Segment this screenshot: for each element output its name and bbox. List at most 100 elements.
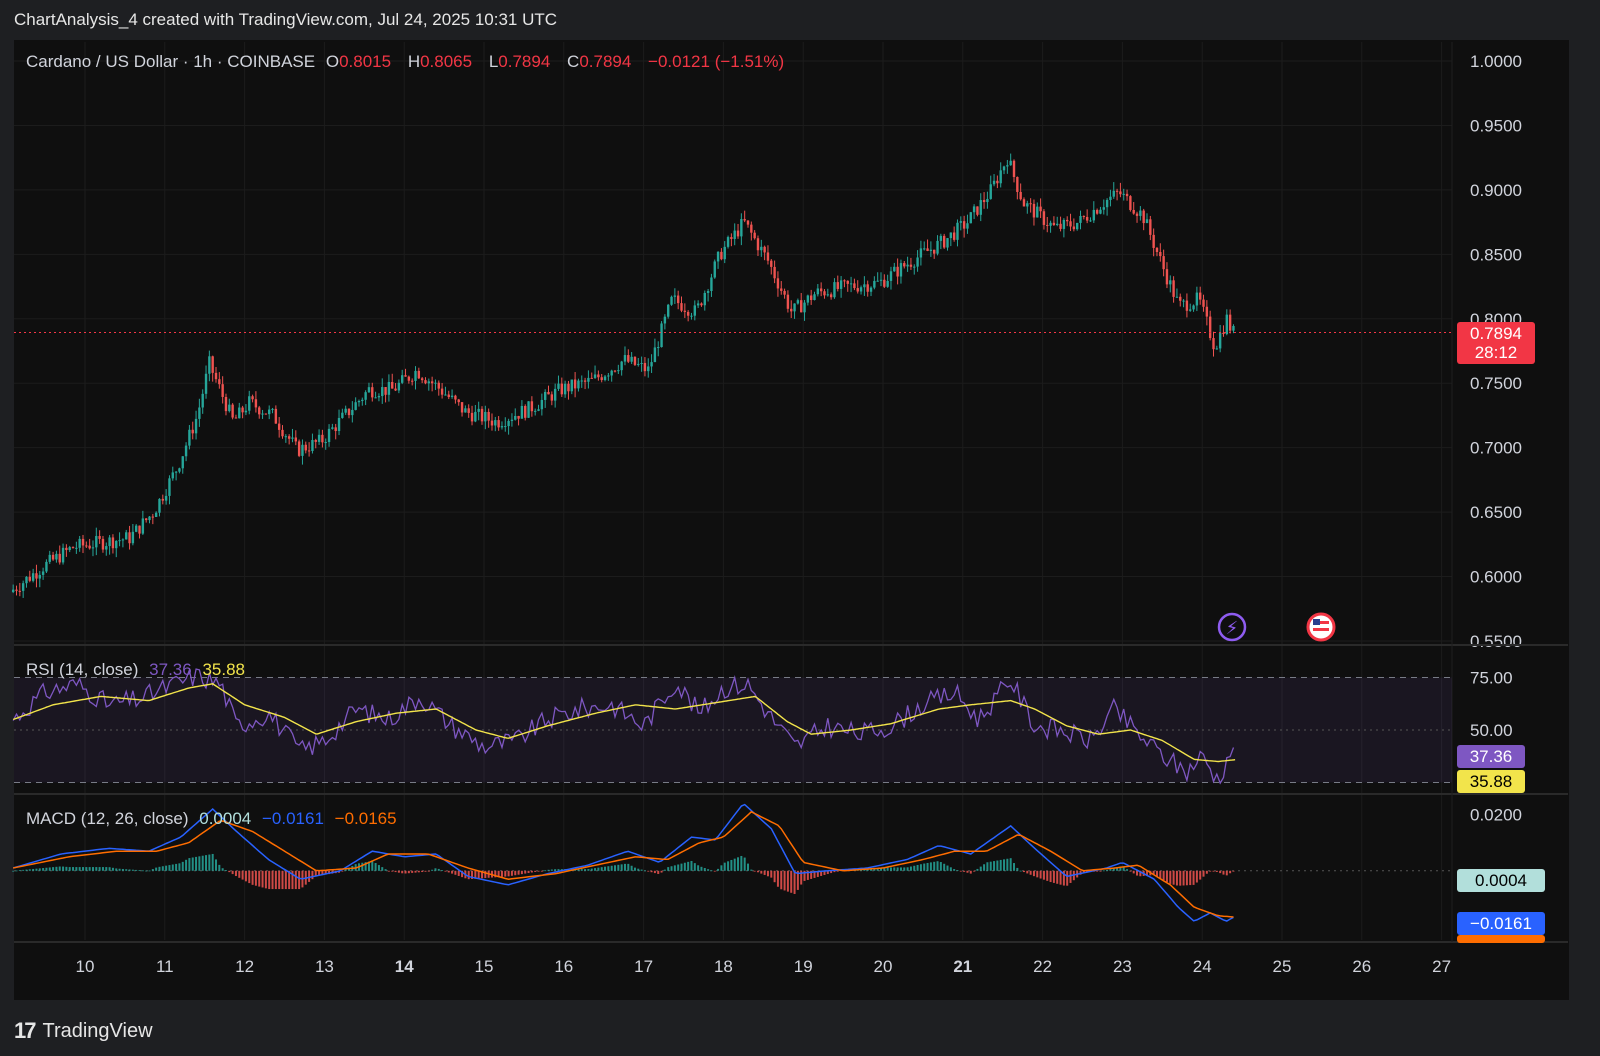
macd-histogram-bar <box>973 870 976 872</box>
macd-histogram-bar <box>1046 870 1049 881</box>
candle-body <box>517 415 520 419</box>
candle-body <box>550 394 554 401</box>
macd-histogram-bar <box>138 870 141 871</box>
macd-histogram-bar <box>647 870 650 872</box>
candle-body <box>580 380 583 382</box>
candle-body <box>676 295 680 304</box>
macd-histogram-bar <box>68 867 71 871</box>
macd-histogram-bar <box>1022 870 1025 873</box>
macd-histogram-bar <box>633 867 636 871</box>
attribution-text: ChartAnalysis_4 created with TradingView… <box>14 10 558 29</box>
price-axis-tick: 0.6500 <box>1470 503 1522 522</box>
macd-line-value: −0.0161 <box>261 809 324 828</box>
macd-label[interactable]: MACD (12, 26, close) <box>26 809 189 828</box>
lightning-event-icon <box>1217 612 1247 642</box>
macd-histogram-bar <box>374 863 377 871</box>
candle-body <box>234 417 238 419</box>
candle-body <box>633 356 637 365</box>
rsi-label[interactable]: RSI (14, close) <box>26 660 139 679</box>
candle-body <box>1012 160 1016 177</box>
candle-body <box>414 370 417 381</box>
candle-body <box>317 434 321 442</box>
macd-histogram-bar <box>95 867 98 871</box>
candle-body <box>949 232 953 239</box>
macd-histogram-bar <box>594 868 597 871</box>
macd-histogram-bar <box>1172 870 1175 885</box>
macd-histogram-bar <box>1202 870 1205 877</box>
macd-histogram-bar <box>145 870 148 872</box>
candle-body <box>254 399 258 408</box>
macd-histogram-bar <box>929 862 932 871</box>
candle-body <box>853 283 856 289</box>
candle-body <box>1039 206 1042 212</box>
candle-body <box>966 223 969 229</box>
rsi-badge: 37.36 <box>1457 745 1525 768</box>
candle-body <box>1042 211 1046 225</box>
macd-histogram-bar <box>484 870 487 879</box>
candle-body <box>1102 207 1105 210</box>
candle-body <box>244 410 248 413</box>
time-axis-tick: 22 <box>1033 957 1052 976</box>
candle-body <box>1175 296 1179 298</box>
macd-histogram-bar <box>115 868 118 871</box>
macd-histogram-bar <box>1192 870 1195 885</box>
price-axis-tick: 0.9500 <box>1470 116 1522 135</box>
candle-body <box>976 206 979 215</box>
candle-body <box>623 355 627 362</box>
macd-histogram-bar <box>158 866 161 871</box>
candle-body <box>1182 300 1185 302</box>
candle-body <box>334 427 337 432</box>
macd-histogram-bar <box>274 870 277 890</box>
candle-body <box>91 547 95 549</box>
macd-histogram-bar <box>527 870 530 874</box>
candle-body <box>1208 316 1212 339</box>
macd-histogram-bar <box>234 870 237 877</box>
candle-body <box>886 280 889 287</box>
footer-brand[interactable]: 17 TradingView <box>14 1018 153 1044</box>
time-axis-tick: 24 <box>1193 957 1212 976</box>
time-axis-tick: 23 <box>1113 957 1132 976</box>
candle-body <box>128 532 131 544</box>
macd-histogram-bar <box>683 862 686 871</box>
macd-histogram-bar <box>1112 868 1115 871</box>
candle-body <box>15 589 18 591</box>
candle-body <box>587 377 590 382</box>
macd-histogram-bar <box>414 870 417 873</box>
macd-histogram-bar <box>610 865 613 871</box>
macd-histogram-bar <box>141 870 144 872</box>
macd-histogram-bar <box>32 868 35 871</box>
macd-histogram-bar <box>996 860 999 871</box>
macd-histogram-bar <box>1212 870 1215 872</box>
high-label: H <box>407 52 421 71</box>
candle-body <box>444 394 447 396</box>
time-axis-tick: 17 <box>634 957 653 976</box>
macd-histogram-bar <box>530 870 533 873</box>
close-value: 0.7894 <box>579 52 632 71</box>
candle-body <box>61 547 65 563</box>
candle-body <box>597 374 600 378</box>
candle-body <box>135 525 138 532</box>
candle-body <box>194 418 198 434</box>
macd-histogram-bar <box>700 866 703 871</box>
macd-histogram-bar <box>650 870 653 873</box>
candle-body <box>291 437 294 439</box>
macd-histogram-bar <box>524 870 527 874</box>
candle-body <box>1119 191 1122 195</box>
macd-histogram-bar <box>105 867 108 871</box>
symbol-label[interactable]: Cardano / US Dollar · 1h · COINBASE <box>26 52 316 71</box>
open-value: 0.8015 <box>339 52 392 71</box>
candle-body <box>75 547 78 549</box>
macd-histogram-bar <box>131 869 134 871</box>
macd-histogram-bar <box>870 869 873 871</box>
macd-histogram-bar <box>880 867 883 871</box>
macd-histogram-bar <box>434 868 437 871</box>
candle-body <box>986 198 989 203</box>
candle-body <box>387 382 391 395</box>
macd-histogram-bar <box>411 870 414 873</box>
candle-body <box>477 408 480 412</box>
candle-body <box>647 366 650 372</box>
time-axis-tick: 26 <box>1352 957 1371 976</box>
macd-histogram-bar <box>966 870 969 873</box>
candle-body <box>81 538 85 546</box>
